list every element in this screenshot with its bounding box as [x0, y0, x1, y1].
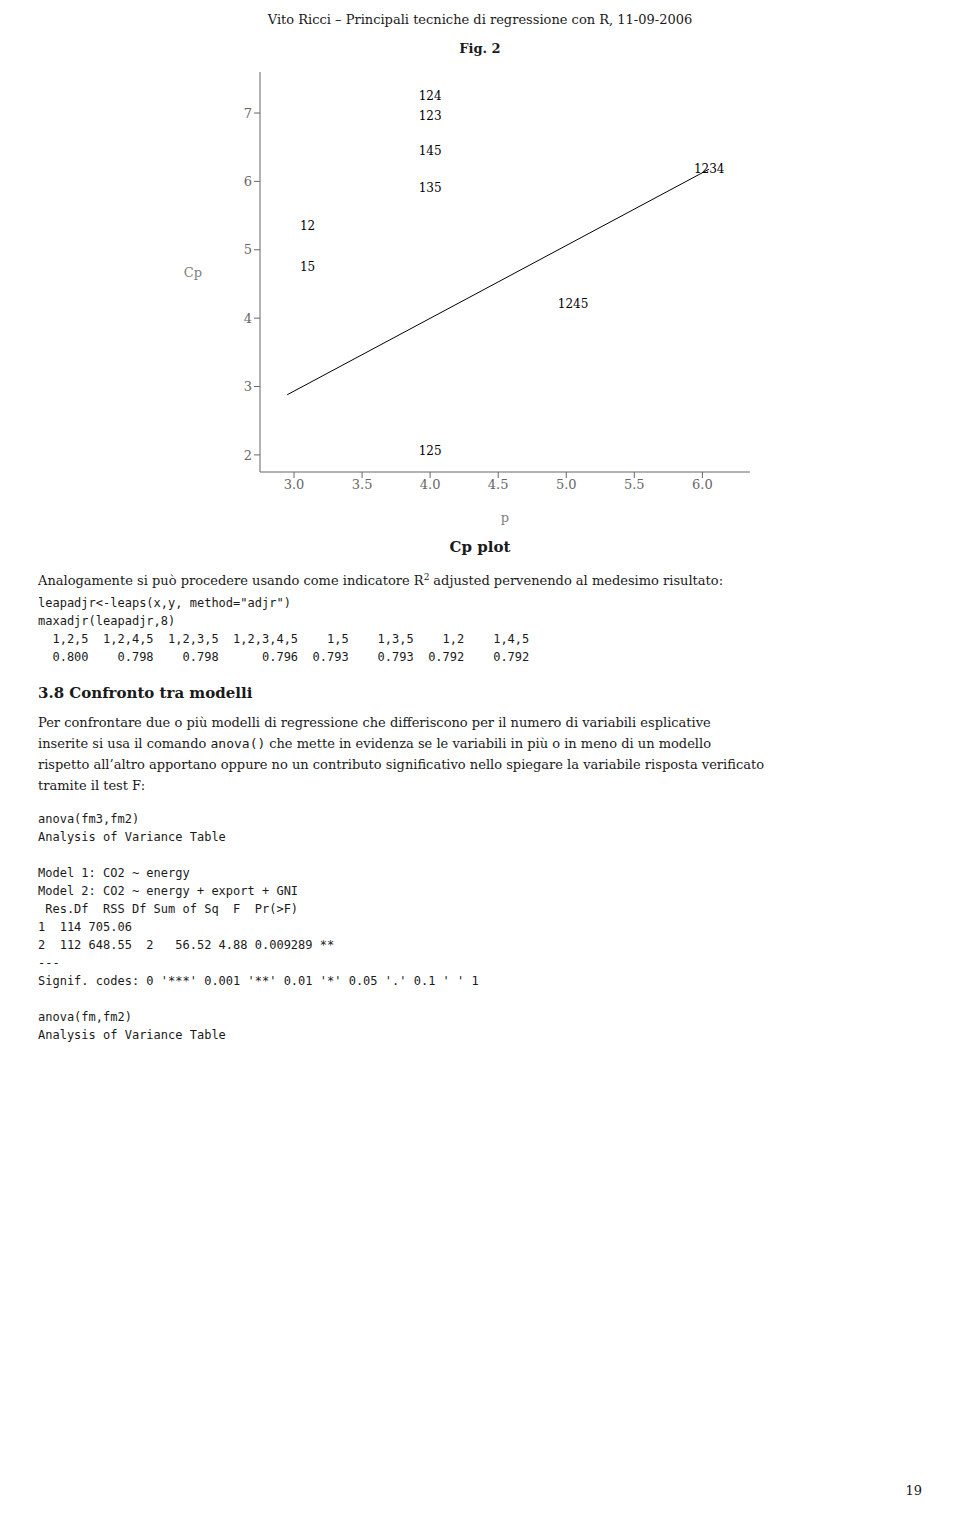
html-text:0.800 0.798 0.798 0.796 0.793: 0.800 0.798 0.798 0.796 0.793 0.793 0.79…: [38, 650, 530, 665]
svg-text:3: 3: [244, 379, 252, 394]
html-text:1,2,5 1,2,4,5 1,2,3,5 1,2,3,4,: 1,2,5 1,2,4,5 1,2,3,5 1,2,3,4,5 1,5 1,3,…: [38, 632, 530, 647]
html-text:Analysis of Variance Table: Analysis of Variance Table: [38, 1028, 226, 1043]
svg-text:12: 12: [300, 219, 315, 233]
html-text:anova(fm3,fm2): anova(fm3,fm2): [38, 812, 140, 827]
svg-text:1234: 1234: [694, 162, 725, 176]
html-text:Analysis of Variance Table: Analysis of Variance Table: [38, 830, 226, 845]
html-text:Signif. codes: 0 '***' 0.001 ': Signif. codes: 0 '***' 0.001 '**' 0.01 '…: [38, 974, 479, 989]
svg-text:15: 15: [300, 260, 315, 274]
html-text:Model 2: CO2 ~ energy + export: Model 2: CO2 ~ energy + export + GNI: [38, 884, 299, 899]
html-text:2 112 648.55 2 56.52 4.88 0.00: 2 112 648.55 2 56.52 4.88 0.009289 **: [38, 938, 335, 953]
svg-text:7: 7: [244, 106, 252, 121]
html-text:Res.Df RSS Df Sum of Sq F Pr(>: Res.Df RSS Df Sum of Sq F Pr(>F): [38, 902, 299, 917]
html-text:3.8 Confronto tra modelli: 3.8 Confronto tra modelli: [38, 684, 253, 703]
svg-text:4.0: 4.0: [420, 477, 441, 492]
html-text:Cp plot: Cp plot: [449, 538, 511, 556]
html-text:anova(fm,fm2): anova(fm,fm2): [38, 1010, 132, 1025]
svg-text:3.0: 3.0: [284, 477, 305, 492]
html-text:19: 19: [905, 1483, 922, 1498]
svg-text:3.5: 3.5: [352, 477, 373, 492]
html-text:Analogamente si può procedere: Analogamente si può procedere usando com…: [38, 572, 723, 589]
html-text:maxadjr(leapadjr,8): maxadjr(leapadjr,8): [38, 614, 176, 629]
svg-text:145: 145: [419, 144, 442, 158]
html-text:Per confrontare due o più mode: Per confrontare due o più modelli di reg…: [38, 715, 711, 731]
html-text:rispetto all’altro apportano o: rispetto all’altro apportano oppure no u…: [38, 757, 764, 773]
html-text:1 114 705.06: 1 114 705.06: [38, 920, 132, 935]
svg-text:125: 125: [419, 444, 442, 458]
svg-text:4.5: 4.5: [488, 477, 509, 492]
html-text:Vito Ricci – Principali tecnic: Vito Ricci – Principali tecniche di regr…: [267, 12, 693, 27]
html-text:tramite il test F:: tramite il test F:: [38, 778, 146, 794]
svg-text:Cp: Cp: [184, 265, 202, 280]
svg-text:123: 123: [419, 109, 442, 123]
svg-text:1245: 1245: [558, 297, 589, 311]
html-text:Model 1: CO2 ~ energy: Model 1: CO2 ~ energy: [38, 866, 190, 881]
svg-text:5: 5: [244, 242, 252, 257]
html-text:Fig. 2: Fig. 2: [459, 41, 501, 56]
svg-text:4: 4: [244, 311, 252, 326]
svg-text:6: 6: [244, 174, 252, 189]
svg-text:135: 135: [419, 181, 442, 195]
html-text:leapadjr<-leaps(x,y, method="a: leapadjr<-leaps(x,y, method="adjr"): [38, 596, 291, 611]
svg-text:p: p: [501, 510, 509, 525]
svg-text:124: 124: [419, 89, 442, 103]
svg-text:6.0: 6.0: [692, 477, 713, 492]
svg-text:2: 2: [244, 448, 252, 463]
svg-text:5.5: 5.5: [624, 477, 645, 492]
html-text:inserite si usa il comando ano: inserite si usa il comando anova() che m…: [38, 736, 711, 752]
svg-text:5.0: 5.0: [556, 477, 577, 492]
